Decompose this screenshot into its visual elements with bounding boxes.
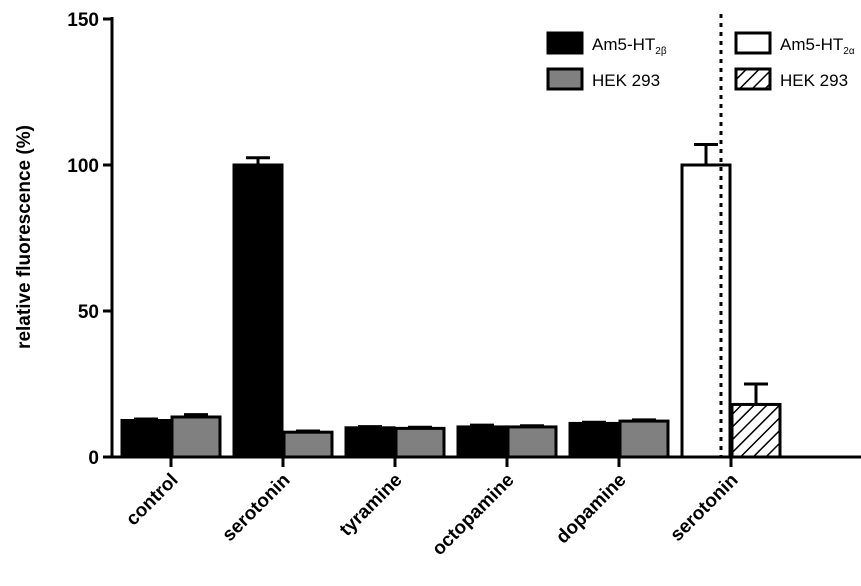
- y-axis-label: relative fluorescence (%): [14, 125, 35, 349]
- x-tick-label: serotonin: [218, 470, 294, 546]
- bar-am5-ht2b: [344, 426, 396, 459]
- bar-hek293: [282, 430, 334, 459]
- legend-swatch: [546, 31, 584, 55]
- x-tick-label: dopamine: [552, 470, 630, 548]
- legend-swatch: [734, 67, 772, 91]
- bar-hek293-hatched: [730, 402, 782, 459]
- y-tick-label: 150: [67, 10, 99, 31]
- bar-hek293: [506, 425, 558, 459]
- x-tick-label: tyramine: [336, 470, 407, 541]
- bar-hek293: [394, 426, 446, 459]
- legend-label: HEK 293: [780, 71, 848, 90]
- x-tick-label: octopamine: [428, 470, 518, 560]
- bar-am5-ht2b: [232, 163, 284, 459]
- bar-am5-ht2a: [680, 163, 732, 459]
- legend-label: Am5-HT2β: [592, 35, 667, 57]
- y-tick-label: 0: [88, 448, 99, 469]
- bar-am5-ht2b: [568, 421, 620, 459]
- legend-swatch: [546, 67, 584, 91]
- bar-hek293: [170, 415, 222, 459]
- legend-label: HEK 293: [592, 71, 660, 90]
- y-tick-label: 100: [67, 156, 99, 177]
- x-tick-label: control: [122, 470, 182, 530]
- bar-am5-ht2b: [120, 419, 172, 459]
- plot-area: 0 50 100 150 control serotonin tyramine octopam…: [67, 10, 861, 560]
- legend-label: Am5-HT2α: [780, 35, 855, 57]
- y-tick-label: 50: [78, 302, 99, 323]
- bar-am5-ht2b: [456, 425, 508, 459]
- x-tick-label: serotonin: [666, 470, 742, 546]
- legend-swatch: [734, 31, 772, 55]
- bar-hek293: [618, 419, 670, 459]
